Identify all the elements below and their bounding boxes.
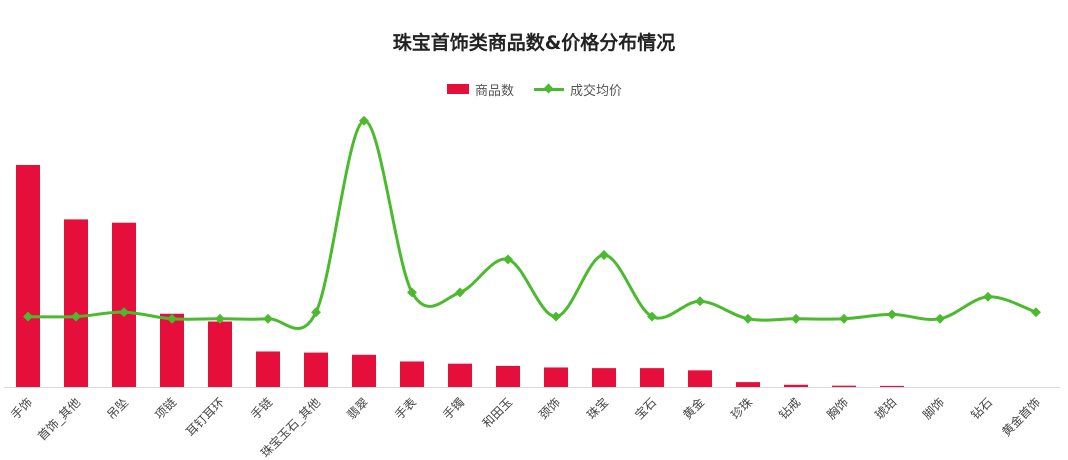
series-line: [27, 119, 1037, 330]
line-point: [167, 313, 177, 324]
line-point: [455, 287, 465, 298]
legend-item-line: 成交均价: [534, 80, 622, 99]
legend: 商品数 成交均价: [447, 80, 642, 99]
bar: [880, 385, 904, 387]
bar: [688, 370, 712, 387]
chart-title: 珠宝首饰类商品数&价格分布情况: [392, 32, 676, 54]
line-point: [407, 287, 417, 298]
line-point: [599, 250, 609, 260]
x-tick-label: 珠宝: [584, 395, 611, 422]
legend-label-line: 成交均价: [570, 83, 623, 99]
x-tick-label: 和田玉: [480, 395, 515, 430]
bar: [352, 354, 376, 387]
x-tick-label: 手链: [248, 395, 276, 423]
bar: [736, 382, 760, 387]
x-tick-label: 翡翠: [344, 395, 371, 422]
line-point: [263, 313, 273, 324]
x-tick-label: 耳钉耳环: [183, 395, 227, 439]
bar: [64, 219, 88, 387]
x-tick-label: 珍珠: [728, 395, 755, 422]
line-point: [1031, 307, 1041, 318]
line-point: [983, 291, 993, 302]
x-tick-label: 钻石: [968, 395, 996, 423]
bar: [832, 385, 856, 387]
legend-item-bars: 商品数: [447, 80, 514, 99]
line-point: [839, 313, 849, 324]
bar: [640, 368, 664, 387]
x-tick-label: 宝石: [632, 395, 659, 422]
bar: [448, 363, 472, 387]
legend-swatch-line: [534, 83, 565, 94]
bar: [16, 165, 40, 387]
bar: [208, 321, 232, 387]
line-point: [311, 307, 321, 318]
x-tick-label: 首饰_其他: [35, 395, 83, 443]
bar: [784, 384, 808, 387]
legend-swatch-bars: [447, 84, 469, 94]
x-tick-label: 项链: [152, 395, 180, 423]
bar: [400, 361, 424, 387]
line-point: [791, 313, 801, 324]
x-tick-label: 黄金: [680, 395, 708, 423]
bar: [304, 352, 328, 387]
x-tick-label: 手表: [392, 395, 419, 422]
bar: [496, 365, 520, 387]
line-point: [935, 313, 945, 324]
line-point: [647, 311, 657, 322]
bar: [112, 222, 136, 387]
x-tick-label: 胸饰: [824, 395, 852, 423]
line-point: [215, 313, 225, 324]
x-tick-label: 琥珀: [872, 395, 899, 422]
x-tick-label: 脚饰: [920, 395, 948, 423]
line-point: [551, 311, 561, 322]
legend-label-bars: 商品数: [475, 83, 515, 99]
bar: [544, 367, 568, 387]
line-point: [743, 313, 753, 324]
x-tick-label: 颈饰: [536, 395, 563, 422]
x-tick-label: 钻戒: [776, 395, 804, 423]
x-tick-label: 手镯: [440, 395, 468, 423]
bar: [160, 313, 184, 387]
line-point: [695, 296, 705, 307]
line-point: [887, 309, 897, 320]
bar: [592, 368, 616, 387]
x-tick-label: 吊坠: [104, 395, 131, 422]
x-tick-label: 手饰: [8, 395, 35, 422]
bar: [256, 351, 280, 387]
x-tick-label: 黄金首饰: [999, 395, 1044, 440]
